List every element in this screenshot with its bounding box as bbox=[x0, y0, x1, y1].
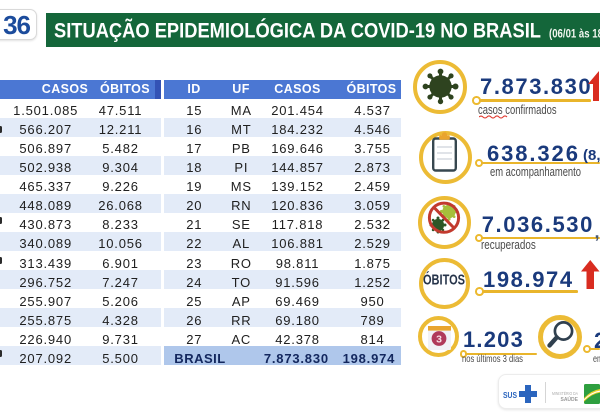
svg-text:em: em bbox=[593, 353, 600, 365]
svg-text:SAÚDE: SAÚDE bbox=[560, 396, 578, 403]
svg-text:em acompanhamento: em acompanhamento bbox=[490, 165, 581, 179]
svg-text:SITUAÇÃO EPIDEMIOLÓGICA DA COV: SITUAÇÃO EPIDEMIOLÓGICA DA COVID-19 NO B… bbox=[54, 19, 541, 43]
svg-text:recuperados: recuperados bbox=[481, 238, 536, 252]
svg-text:ÓBITOS: ÓBITOS bbox=[423, 271, 465, 289]
svg-text:MINISTÉRIO DA: MINISTÉRIO DA bbox=[552, 390, 579, 396]
svg-text:SUS: SUS bbox=[503, 389, 517, 399]
svg-text:(06/01 às 18: (06/01 às 18 bbox=[549, 29, 600, 41]
svg-text:3: 3 bbox=[436, 333, 442, 345]
svg-text:nos últimos 3 dias: nos últimos 3 dias bbox=[462, 353, 523, 365]
svg-text:casos confirmados: casos confirmados bbox=[478, 103, 557, 117]
